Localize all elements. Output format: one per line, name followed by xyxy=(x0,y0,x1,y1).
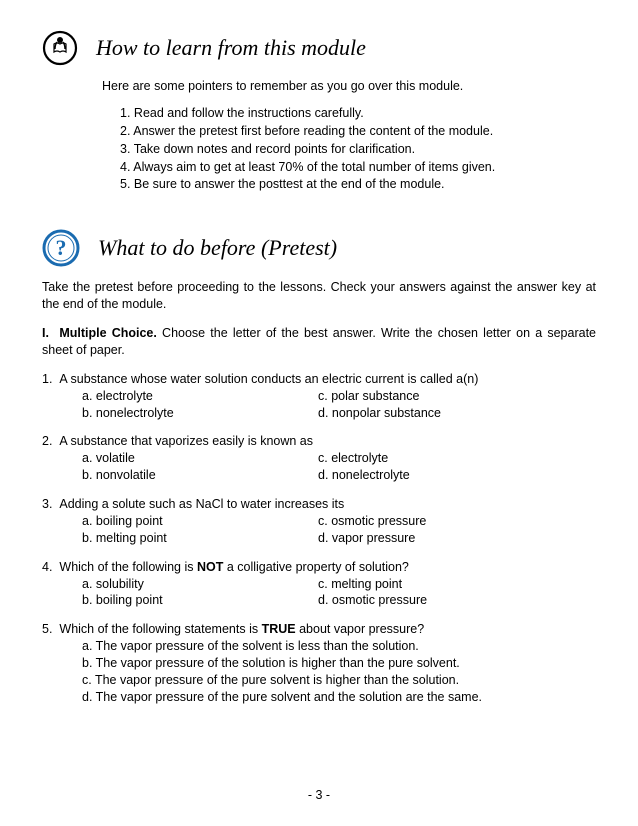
question-2: 2. A substance that vaporizes easily is … xyxy=(42,433,596,484)
question-4: 4. Which of the following is NOT a colli… xyxy=(42,559,596,610)
choices: a. The vapor pressure of the solvent is … xyxy=(42,638,596,706)
pointer-item: 3. Take down notes and record points for… xyxy=(120,141,596,158)
pretest-intro: Take the pretest before proceeding to th… xyxy=(42,279,596,313)
intro-block: Here are some pointers to remember as yo… xyxy=(102,78,596,193)
choice-a: a. The vapor pressure of the solvent is … xyxy=(82,638,596,655)
mc-heading: I. Multiple Choice. Choose the letter of… xyxy=(42,325,596,359)
choice-d: d. vapor pressure xyxy=(318,530,596,547)
choice-c: c. electrolyte xyxy=(318,450,596,467)
question-text: 5. Which of the following statements is … xyxy=(42,621,596,638)
choices: a. electrolyte b. nonelectrolyte c. pola… xyxy=(42,388,596,422)
choice-c: c. The vapor pressure of the pure solven… xyxy=(82,672,596,689)
choice-b: b. The vapor pressure of the solution is… xyxy=(82,655,596,672)
choice-a: a. solubility xyxy=(82,576,318,593)
pointer-item: 4. Always aim to get at least 70% of the… xyxy=(120,159,596,176)
pointers-list: 1. Read and follow the instructions care… xyxy=(120,105,596,193)
section-how-to-learn: How to learn from this module xyxy=(42,30,596,66)
section-title-pretest: What to do before (Pretest) xyxy=(98,233,337,263)
section-pretest: ? What to do before (Pretest) xyxy=(42,229,596,267)
question-3: 3. Adding a solute such as NaCl to water… xyxy=(42,496,596,547)
pointer-item: 2. Answer the pretest first before readi… xyxy=(120,123,596,140)
reading-icon xyxy=(42,30,78,66)
choice-b: b. nonelectrolyte xyxy=(82,405,318,422)
question-text: 4. Which of the following is NOT a colli… xyxy=(42,559,596,576)
page-number: - 3 - xyxy=(0,787,638,804)
choice-b: b. nonvolatile xyxy=(82,467,318,484)
pretest-block: Take the pretest before proceeding to th… xyxy=(42,279,596,705)
mc-num: I. xyxy=(42,326,49,340)
choice-b: b. boiling point xyxy=(82,592,318,609)
choice-d: d. osmotic pressure xyxy=(318,592,596,609)
choice-d: d. nonelectrolyte xyxy=(318,467,596,484)
choices: a. solubility b. boiling point c. meltin… xyxy=(42,576,596,610)
svg-text:?: ? xyxy=(56,235,67,260)
choice-c: c. polar substance xyxy=(318,388,596,405)
pointer-item: 5. Be sure to answer the posttest at the… xyxy=(120,176,596,193)
choices: a. boiling point b. melting point c. osm… xyxy=(42,513,596,547)
question-5: 5. Which of the following statements is … xyxy=(42,621,596,705)
question-mark-icon: ? xyxy=(42,229,80,267)
question-text: 2. A substance that vaporizes easily is … xyxy=(42,433,596,450)
intro-text: Here are some pointers to remember as yo… xyxy=(102,78,596,95)
choice-a: a. boiling point xyxy=(82,513,318,530)
choice-a: a. electrolyte xyxy=(82,388,318,405)
choice-d: d. nonpolar substance xyxy=(318,405,596,422)
choice-c: c. osmotic pressure xyxy=(318,513,596,530)
choices: a. volatile b. nonvolatile c. electrolyt… xyxy=(42,450,596,484)
question-text: 1. A substance whose water solution cond… xyxy=(42,371,596,388)
choice-d: d. The vapor pressure of the pure solven… xyxy=(82,689,596,706)
mc-bold: Multiple Choice. xyxy=(59,326,157,340)
pointer-item: 1. Read and follow the instructions care… xyxy=(120,105,596,122)
question-text: 3. Adding a solute such as NaCl to water… xyxy=(42,496,596,513)
choice-b: b. melting point xyxy=(82,530,318,547)
section-title-learn: How to learn from this module xyxy=(96,33,366,63)
question-1: 1. A substance whose water solution cond… xyxy=(42,371,596,422)
choice-c: c. melting point xyxy=(318,576,596,593)
choice-a: a. volatile xyxy=(82,450,318,467)
